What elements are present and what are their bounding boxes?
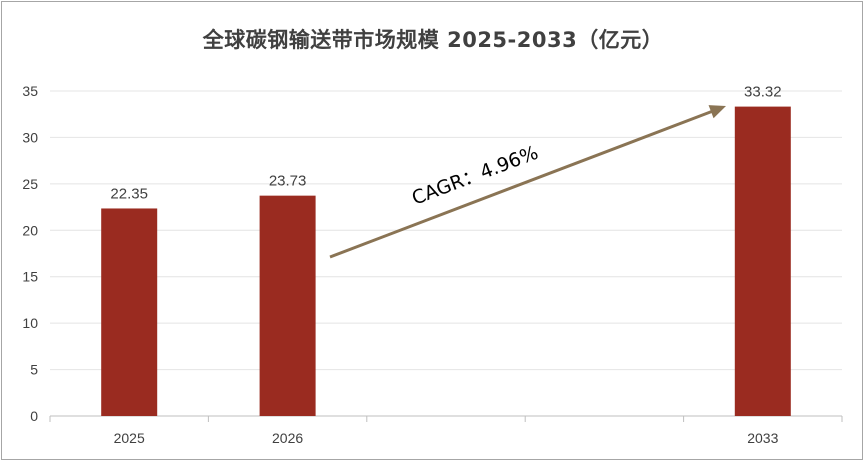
chart-title: 全球碳钢输送带市场规模 2025-2033（亿元）: [202, 28, 664, 52]
x-tick-label: 2025: [114, 430, 145, 446]
y-tick-label: 5: [30, 362, 38, 378]
y-tick-label: 10: [22, 315, 38, 331]
y-tick-label: 35: [22, 83, 38, 99]
y-tick-label: 20: [22, 222, 38, 238]
y-tick-label: 0: [30, 408, 38, 424]
cagr-arrow: [329, 109, 714, 259]
bar: [101, 208, 158, 416]
data-label: 23.73: [269, 173, 307, 190]
y-tick-label: 15: [22, 269, 38, 285]
cagr-arrowhead: [708, 105, 726, 119]
x-tick-label: 2026: [272, 430, 303, 446]
bar: [734, 106, 791, 416]
cagr-label: CAGR：4.96%: [409, 142, 541, 210]
y-tick-label: 25: [22, 176, 38, 192]
data-label: 33.32: [744, 84, 782, 101]
data-label: 22.35: [110, 185, 148, 202]
x-tick-label: 2033: [747, 430, 778, 446]
y-tick-label: 30: [22, 129, 38, 145]
bar: [259, 195, 316, 416]
